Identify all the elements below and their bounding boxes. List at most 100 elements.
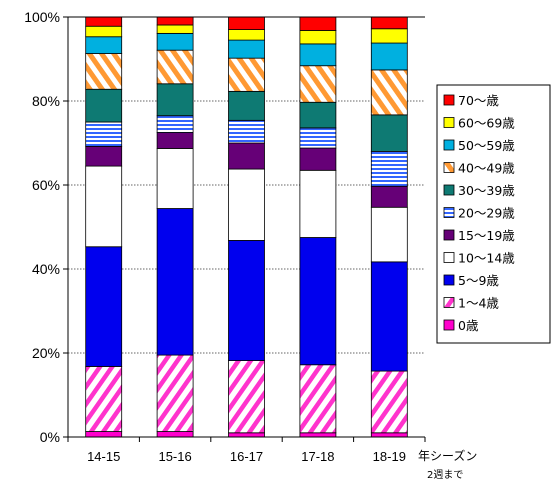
x-axis-note-sub: 2週まで	[427, 469, 463, 481]
bar-segment	[370, 42, 408, 71]
bar-segment	[299, 101, 337, 129]
bar-segment	[370, 432, 408, 438]
bar-segment	[85, 53, 123, 90]
legend-label: 15～19歳	[458, 228, 515, 243]
bar-segment	[370, 69, 408, 116]
bar-segment	[299, 237, 337, 366]
bar-segment	[156, 132, 194, 149]
legend-label: 60～69歳	[458, 116, 515, 131]
y-tick-label: 20%	[32, 345, 60, 361]
bar-segment	[85, 246, 123, 367]
bar-segment	[228, 142, 265, 170]
legend-box	[436, 84, 551, 344]
legend-swatch	[443, 274, 455, 286]
bar-segment	[156, 354, 194, 432]
bar-segment	[370, 16, 408, 30]
bar-stack-15-16	[156, 16, 194, 438]
bar-segment	[85, 121, 123, 147]
x-tick-label: 15-16	[158, 449, 191, 464]
bar-segment	[228, 39, 265, 59]
bar-segment	[228, 16, 265, 31]
bar-segment	[299, 147, 337, 171]
bar-segment	[299, 30, 337, 45]
bar-stack-14-15	[85, 16, 123, 438]
bar-segment	[156, 83, 194, 117]
bar-segment	[299, 65, 337, 103]
x-tick-label: 16-17	[230, 449, 263, 464]
bar-segment	[228, 29, 265, 41]
legend-label: 50～59歳	[458, 138, 515, 153]
legend-label: 40～49歳	[458, 161, 515, 176]
legend-label: 1～4歳	[458, 296, 499, 311]
legend-label: 0歳	[458, 318, 479, 333]
bar-segment	[228, 119, 265, 144]
bar-segment	[299, 169, 337, 238]
legend-label: 5～9歳	[458, 273, 499, 288]
bar-segment	[156, 431, 194, 438]
axes	[67, 16, 425, 438]
legend-swatch	[443, 207, 455, 218]
bar-segment	[228, 90, 265, 121]
y-tick-label: 0%	[40, 429, 60, 445]
bar-segment	[299, 127, 337, 149]
bar-segment	[228, 240, 265, 361]
bar-segment	[370, 261, 408, 372]
x-tick-label: 14-15	[87, 449, 120, 464]
bar-stack-17-18	[299, 16, 337, 438]
legend-swatch	[443, 139, 455, 151]
bar-segment	[156, 24, 194, 34]
legend-swatch	[443, 117, 455, 128]
x-axis-note: 年シーズン	[418, 448, 477, 463]
legend-label: 30～39歳	[458, 183, 515, 198]
bar-segment	[299, 364, 337, 434]
bar-stack-16-17	[228, 16, 265, 438]
bar-segment	[85, 25, 123, 38]
y-tick-labels: 0% 20% 40% 60% 80% 100%	[24, 9, 68, 445]
y-tick-label: 40%	[32, 261, 60, 277]
bar-segment	[370, 206, 408, 263]
legend-swatch	[443, 94, 455, 106]
bar-segment	[156, 208, 194, 356]
bar-segment	[228, 168, 265, 241]
legend-swatch	[443, 229, 455, 241]
bar-segment	[370, 150, 408, 187]
bar-segment	[156, 148, 194, 209]
y-tick-label: 60%	[32, 177, 60, 193]
legend-swatch	[443, 297, 455, 308]
bars	[85, 16, 408, 438]
bar-segment	[156, 16, 194, 26]
legend-swatch	[443, 319, 455, 331]
bar-segment	[370, 370, 408, 434]
y-tick-label: 100%	[24, 9, 60, 25]
bar-segment	[299, 16, 337, 31]
legend-swatch	[443, 184, 455, 196]
bar-stack-18-19	[370, 16, 408, 438]
bar-segment	[370, 28, 408, 44]
bar-segment	[85, 145, 123, 167]
bar-segment	[85, 36, 123, 54]
bar-segment	[85, 165, 123, 248]
bar-segment	[370, 185, 408, 208]
bar-segment	[228, 432, 265, 438]
bar-segment	[156, 49, 194, 85]
bar-segment	[85, 431, 123, 438]
bar-segment	[156, 32, 194, 51]
legend-swatch	[443, 252, 455, 263]
bar-segment	[85, 16, 123, 27]
legend: 70～歳 60～69歳 50～59歳 40～49歳 30～39歳 20～29歳 15～19歳…	[436, 84, 551, 344]
legend-label: 10～14歳	[458, 251, 515, 266]
legend-label: 70～歳	[458, 93, 499, 108]
x-tick-label: 18-19	[373, 449, 406, 464]
bar-segment	[228, 57, 265, 92]
bar-segment	[85, 366, 123, 432]
legend-label: 20～29歳	[458, 206, 515, 221]
bar-segment	[85, 88, 123, 123]
bar-segment	[299, 43, 337, 67]
x-tick-labels: 14-15 15-16 16-17 17-18 18-19	[67, 437, 426, 464]
bar-segment	[370, 114, 408, 152]
bar-segment	[299, 432, 337, 438]
y-tick-label: 80%	[32, 93, 60, 109]
legend-swatch	[443, 162, 455, 173]
bar-segment	[228, 360, 265, 434]
